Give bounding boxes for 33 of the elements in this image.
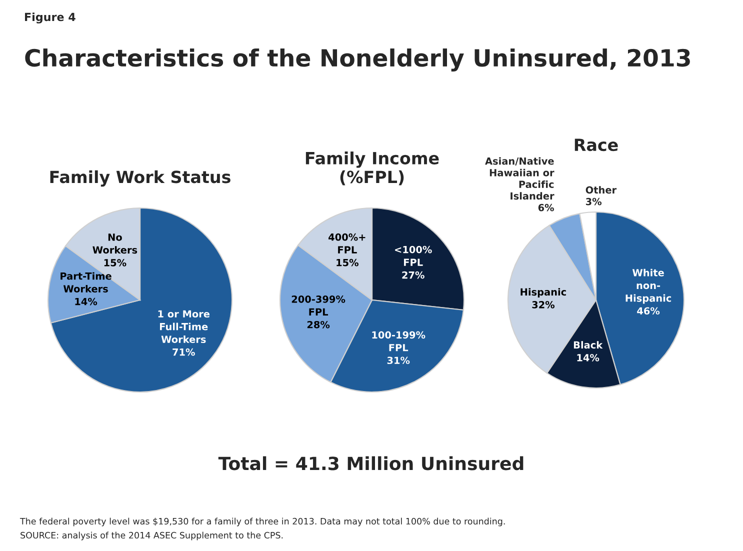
data-label: 14% xyxy=(577,354,600,362)
data-label: 28% xyxy=(307,320,330,328)
data-label: 27% xyxy=(402,271,424,279)
source-note: SOURCE: analysis of the 2014 ASEC Supplement to the CPS. xyxy=(20,532,283,540)
slice-label: Part-Time Workers xyxy=(60,272,112,292)
text: The federal poverty level was $19,530 for a family of three in 2013. Data may not total 100% due to rounding. xyxy=(20,518,505,526)
slice-label: Asian/Native Hawaiian or Pacific Islander xyxy=(485,157,554,200)
data-label: 32% xyxy=(532,301,555,308)
slice-label: 100-199% FPL xyxy=(372,331,426,352)
slice-label: Hispanic xyxy=(520,288,566,298)
slice-label: No Workers xyxy=(92,234,138,254)
chart-title: Race xyxy=(574,138,618,152)
data-label: 31% xyxy=(387,356,410,364)
slice-label: Black xyxy=(574,341,603,349)
chart-title: Family Income (%FPL) xyxy=(306,152,439,186)
slice-label: 1 or More Full-Time Workers xyxy=(158,310,210,344)
slice-label: 200-399% FPL xyxy=(292,295,346,316)
slice-label: White non- Hispanic xyxy=(626,268,672,304)
text: Total = 41.3 Million Uninsured xyxy=(218,456,524,470)
slice-label: <100% FPL xyxy=(395,246,432,266)
pie-slice xyxy=(50,207,233,393)
data-label: 15% xyxy=(336,258,358,266)
text: Figure 4 xyxy=(25,12,76,24)
chart-title: Family Work Status xyxy=(50,170,230,187)
data-label: 15% xyxy=(104,259,126,266)
data-label: 46% xyxy=(637,307,660,315)
data-label: 6% xyxy=(538,204,554,212)
slice-label: 400%+ FPL xyxy=(328,233,366,254)
data-label: 14% xyxy=(75,298,98,306)
data-label: 71% xyxy=(172,348,195,356)
slice-label: Other xyxy=(586,186,617,194)
data-label: 3% xyxy=(586,198,602,206)
text: Characteristics of the Nonelderly Uninsured, 2013 xyxy=(25,48,690,72)
